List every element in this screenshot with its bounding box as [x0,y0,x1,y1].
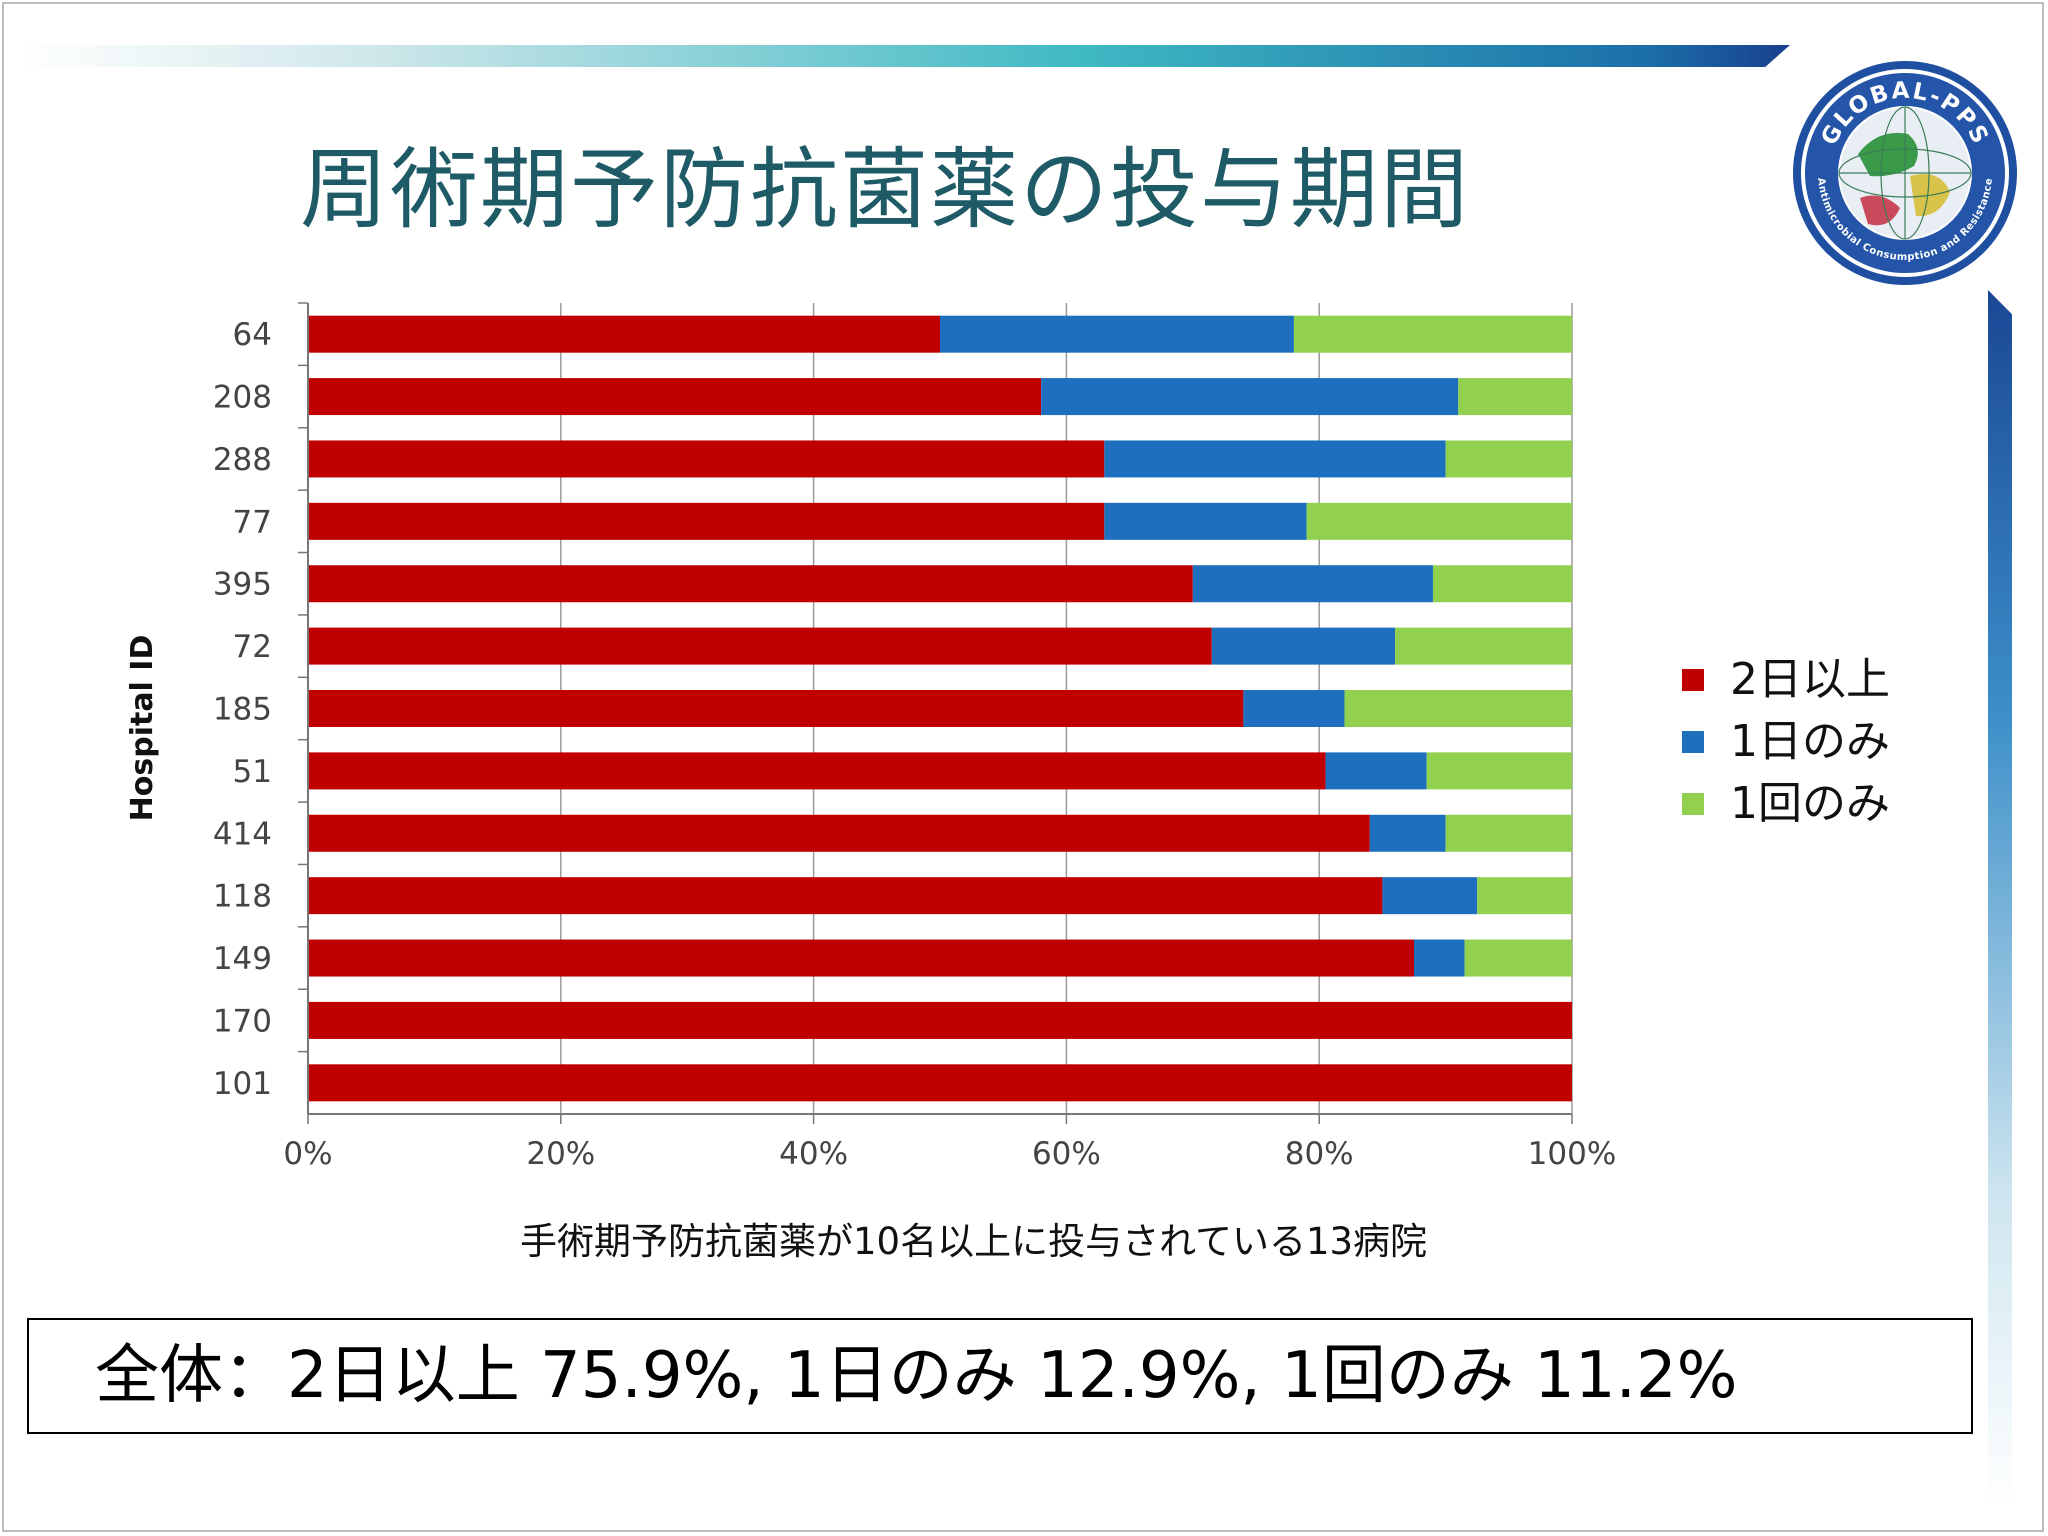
bar-segment [1293,315,1572,353]
axes: 0% 20% 40% 60% 80% 100% 64 208 288 77 395 72 185 51 41… [213,302,1617,1172]
bar-segment [1414,939,1465,977]
bar-segment [308,939,1414,977]
bar-segment [1432,565,1572,603]
bar-segment [1192,565,1433,603]
bar-segment [1426,752,1572,790]
bar-segment [1344,690,1572,727]
y-tick-label: 77 [233,504,272,540]
legend-label: 2日以上 [1730,654,1890,705]
x-tick-label: 60% [1032,1136,1101,1172]
summary-box [27,1318,1973,1434]
right-gradient-band [1988,290,2012,1505]
bar-segment [308,814,1370,852]
summary-text: 全体：2日以上 75.9%, 1日のみ 12.9%, 1回のみ 11.2% [95,1339,1738,1413]
header-gradient-band [20,45,1790,67]
bar-segment [1211,627,1396,665]
bar-segment [1369,814,1446,852]
bar-segment [308,565,1193,603]
slide-title: 周術期予防抗菌薬の投与期間 [300,138,1471,241]
bar-segment [1325,752,1427,790]
legend-swatch [1682,669,1704,691]
bar-segment [1445,814,1572,852]
y-tick-label: 395 [213,567,272,603]
bars [308,315,1572,1102]
bar-segment [308,315,940,353]
bar-segment [1306,502,1572,540]
y-tick-label: 208 [213,380,272,416]
x-tick-label: 80% [1285,1136,1354,1172]
bar-segment [1445,440,1572,478]
bar-segment [1382,877,1478,915]
x-tick-label: 100% [1528,1136,1617,1172]
global-pps-logo: GLOBAL-PPS Antimicrobial Consumption and… [1793,61,2017,285]
bar-segment [308,378,1042,416]
legend-swatch [1682,793,1704,815]
y-tick-label: 64 [233,317,272,353]
bar-segment [308,1064,1572,1102]
legend: 2日以上 1日のみ 1回のみ [1682,654,1890,829]
bar-segment [308,440,1105,478]
y-tick-label: 51 [233,754,272,790]
legend-swatch [1682,731,1704,753]
bar-segment [308,690,1244,727]
y-tick-label: 101 [213,1066,272,1102]
y-tick-label: 149 [213,941,272,977]
bar-segment [308,1001,1572,1039]
bar-segment [940,315,1294,353]
x-tick-label: 20% [526,1136,595,1172]
bar-segment [308,877,1383,915]
bar-segment [1477,877,1572,915]
y-tick-label: 72 [233,629,272,665]
bar-segment [1243,690,1345,727]
x-tick-label: 40% [779,1136,848,1172]
bar-segment [308,627,1212,665]
y-axis-title: Hospital ID [125,635,160,822]
bar-segment [308,752,1326,790]
y-tick-label: 288 [213,442,272,478]
bar-segment [1395,627,1572,665]
bar-segment [1041,378,1459,416]
y-tick-label: 414 [213,816,272,852]
bar-segment [1104,502,1307,540]
chart-caption: 手術期予防抗菌薬が10名以上に投与されている13病院 [520,1220,1428,1263]
legend-label: 1日のみ [1730,716,1890,767]
bar-segment [1458,378,1572,416]
y-tick-label: 118 [213,879,272,915]
x-tick-label: 0% [283,1136,332,1172]
bar-segment [1464,939,1572,977]
bar-segment [308,502,1105,540]
legend-label: 1回のみ [1730,778,1890,829]
bar-segment [1104,440,1446,478]
y-tick-label: 170 [213,1003,272,1039]
y-tick-label: 185 [213,692,272,728]
